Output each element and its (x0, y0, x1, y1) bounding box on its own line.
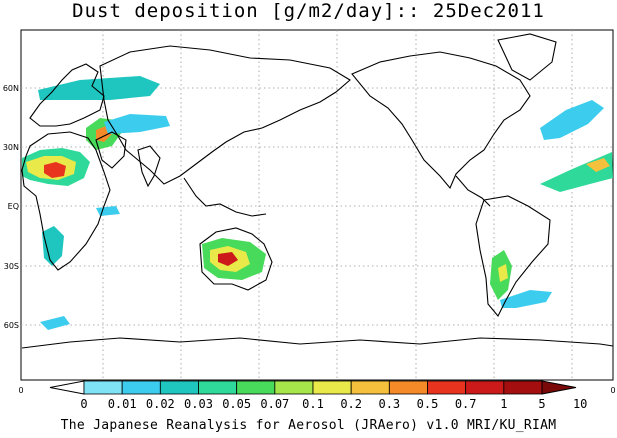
dust-field-central-asia (38, 76, 160, 100)
coast-central-america (455, 175, 491, 207)
colorbar-label: 0.05 (222, 397, 251, 411)
dust-field-central-asia-2 (104, 114, 170, 134)
colorbar-swatch (465, 380, 505, 395)
colorbar: 0 0.01 0.02 0.03 0.05 0.07 0.1 0.2 0.3 0.5 0.7 1 5 10 (49, 380, 587, 411)
lat-label-60s: 60S (4, 321, 19, 330)
axis-zero-right: 0 (610, 386, 615, 395)
colorbar-swatch (350, 380, 390, 395)
dust-field-patagonia-core (498, 264, 508, 282)
colorbar-label: 10 (573, 397, 587, 411)
coastlines (21, 33, 614, 349)
colorbar-swatch (121, 380, 161, 395)
plot-frame (20, 29, 614, 381)
colorbar-swatch (83, 380, 123, 395)
coast-north-america (351, 51, 531, 190)
footer-credit: The Japanese Reanalysis for Aerosol (JRA… (60, 418, 557, 433)
colorbar-swatch (312, 380, 352, 395)
colorbar-swatch (388, 380, 428, 395)
colorbar-label: 0.2 (340, 397, 362, 411)
coast-greenland (497, 33, 557, 81)
lat-label-60n: 60N (3, 84, 19, 93)
dust-deposition-fields (22, 76, 613, 330)
colorbar-swatch (503, 380, 543, 395)
colorbar-swatch (274, 380, 314, 395)
coast-arabia (95, 131, 127, 169)
coast-south-america (475, 195, 551, 317)
colorbar-swatch (198, 380, 238, 395)
dust-field-australia-core (218, 252, 238, 266)
colorbar-swatch (159, 380, 199, 395)
colorbar-label: 1 (500, 397, 507, 411)
colorbar-label: 5 (538, 397, 545, 411)
coast-europe (29, 63, 105, 127)
colorbar-label: 0.7 (455, 397, 477, 411)
colorbar-arrow-high (541, 380, 577, 395)
lat-label-eq: EQ (8, 202, 19, 211)
dust-field-trop-atlantic (540, 152, 613, 192)
lat-label-30n: 30N (3, 143, 19, 152)
colorbar-label: 0.02 (146, 397, 175, 411)
dust-field-north-atlantic (540, 100, 604, 140)
coast-india (137, 145, 161, 188)
colorbar-arrow-low (49, 380, 85, 395)
colorbar-swatch (236, 380, 276, 395)
colorbar-label: 0.1 (302, 397, 324, 411)
colorbar-label: 0.3 (378, 397, 400, 411)
colorbar-label: 0.07 (260, 397, 289, 411)
dust-field-s-africa (42, 226, 64, 266)
colorbar-label: 0.01 (108, 397, 137, 411)
coast-se-asia (183, 177, 267, 217)
latitude-labels: 60N 30N EQ 30S 60S (3, 84, 19, 330)
colorbar-label: 0 (80, 397, 87, 411)
coast-asia (99, 45, 351, 185)
axis-zero-left: 0 (18, 386, 23, 395)
colorbar-label: 0.5 (417, 397, 439, 411)
coast-australia (199, 227, 273, 291)
dust-field-sahara-core (44, 162, 66, 178)
coast-antarctica (21, 337, 614, 349)
lat-label-30s: 30S (4, 262, 19, 271)
coast-africa (21, 131, 111, 271)
colorbar-swatch (427, 380, 467, 395)
colorbar-label: 0.03 (184, 397, 213, 411)
dust-field-equatorial-atlantic (96, 206, 120, 216)
dust-field-southern-ocean (40, 316, 70, 330)
dust-field-trop-atlantic-core (586, 158, 610, 172)
dust-field-south-atlantic (500, 290, 552, 308)
map-title: Dust deposition [g/m2/day]:: 25Dec2011 (72, 0, 545, 22)
